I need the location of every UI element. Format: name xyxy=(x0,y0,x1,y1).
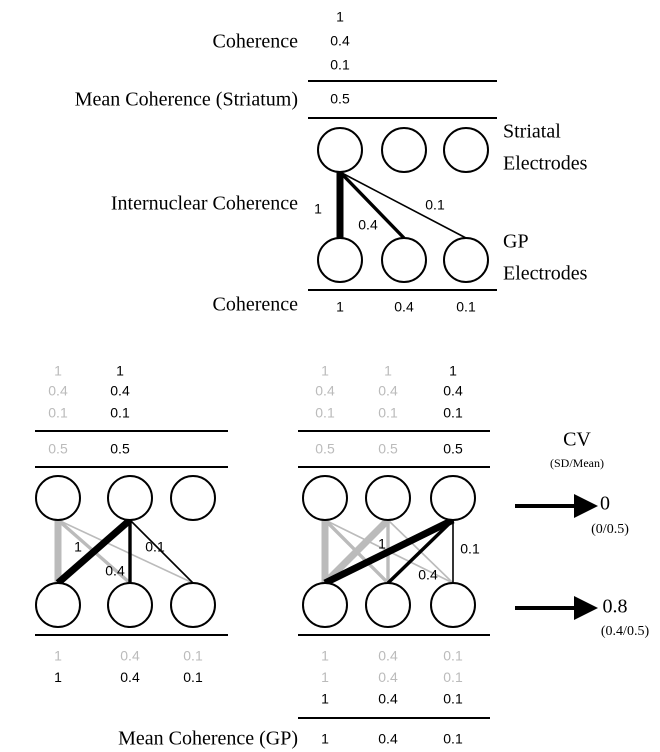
value: 0.4 xyxy=(358,217,378,233)
value: 0.4 xyxy=(120,648,140,664)
value: 0.4 xyxy=(110,383,130,399)
electrode xyxy=(365,582,411,628)
electrode xyxy=(443,127,489,173)
value: 0.1 xyxy=(330,57,350,73)
coherence-edge xyxy=(323,516,455,587)
value: 1 xyxy=(314,201,322,217)
value: 0.4 xyxy=(120,669,140,685)
label: Internuclear Coherence xyxy=(111,193,298,215)
coherence-edge xyxy=(339,171,467,239)
value: 0.1 xyxy=(315,405,335,421)
value: 1 xyxy=(54,669,62,685)
cv-value: 0.8 xyxy=(603,596,628,618)
value: 1 xyxy=(321,691,329,707)
value: 0.1 xyxy=(443,405,463,421)
value: 1 xyxy=(336,299,344,315)
value: 0.5 xyxy=(110,441,130,457)
electrode xyxy=(430,475,476,521)
value: 0.5 xyxy=(330,91,350,107)
cv-formula: (0.4/0.5) xyxy=(601,624,650,639)
value: 0.1 xyxy=(425,197,445,213)
value: 0.4 xyxy=(394,299,414,315)
value: 0.4 xyxy=(418,567,438,583)
electrode xyxy=(381,237,427,283)
value: 0.1 xyxy=(110,405,130,421)
value: 0.4 xyxy=(378,383,398,399)
value: 0.1 xyxy=(443,669,463,685)
value: 0.4 xyxy=(378,731,398,747)
value: 0.4 xyxy=(330,33,350,49)
electrode xyxy=(170,475,216,521)
label: Electrodes xyxy=(503,153,588,175)
value: 1 xyxy=(116,363,124,379)
value: 0.5 xyxy=(315,441,335,457)
electrode xyxy=(430,582,476,628)
value: 0.1 xyxy=(48,405,68,421)
cv-subtitle: (SD/Mean) xyxy=(550,456,604,470)
value: 0.4 xyxy=(105,563,125,579)
value: 1 xyxy=(54,648,62,664)
label: Striatal xyxy=(503,121,561,143)
value: 0.5 xyxy=(48,441,68,457)
value: 1 xyxy=(378,536,386,552)
value: 0.4 xyxy=(315,383,335,399)
value: 0.1 xyxy=(443,648,463,664)
value: 1 xyxy=(321,648,329,664)
electrode xyxy=(317,127,363,173)
cv-title: CV xyxy=(563,429,591,451)
cv-value: 0 xyxy=(600,493,610,515)
coherence-edge xyxy=(55,517,133,586)
value: 0.4 xyxy=(443,383,463,399)
electrode xyxy=(317,237,363,283)
value: 0.1 xyxy=(378,405,398,421)
electrode xyxy=(443,237,489,283)
value: 0.4 xyxy=(48,383,68,399)
electrode xyxy=(381,127,427,173)
electrode xyxy=(170,582,216,628)
value: 1 xyxy=(336,9,344,25)
value: 1 xyxy=(321,669,329,685)
label: Coherence xyxy=(212,31,298,53)
electrode xyxy=(365,475,411,521)
electrode xyxy=(107,582,153,628)
value: 0.4 xyxy=(378,691,398,707)
value: 0.1 xyxy=(460,541,480,557)
value: 0.4 xyxy=(378,669,398,685)
electrode xyxy=(302,582,348,628)
electrode xyxy=(107,475,153,521)
electrode xyxy=(35,582,81,628)
value: 0.5 xyxy=(443,441,463,457)
label: Mean Coherence (Striatum) xyxy=(75,89,298,111)
value: 0.1 xyxy=(183,669,203,685)
electrode xyxy=(302,475,348,521)
label: Coherence xyxy=(212,294,298,316)
coherence-edge xyxy=(129,519,194,584)
value: 1 xyxy=(449,363,457,379)
value: 0.1 xyxy=(183,648,203,664)
value: 0.1 xyxy=(145,539,165,555)
value: 0.4 xyxy=(378,648,398,664)
label: GP xyxy=(503,231,529,253)
value: 1 xyxy=(74,539,82,555)
electrode xyxy=(35,475,81,521)
label: Mean Coherence (GP) xyxy=(118,728,298,750)
value: 1 xyxy=(321,363,329,379)
coherence-edge xyxy=(386,518,455,585)
cv-formula: (0/0.5) xyxy=(591,522,629,537)
coherence-edge xyxy=(322,517,391,586)
coherence-edge xyxy=(338,170,406,240)
value: 1 xyxy=(384,363,392,379)
value: 1 xyxy=(54,363,62,379)
value: 0.1 xyxy=(456,299,476,315)
label: Electrodes xyxy=(503,263,588,285)
value: 0.5 xyxy=(378,441,398,457)
value: 0.1 xyxy=(443,691,463,707)
coherence-edge xyxy=(57,519,194,584)
value: 0.1 xyxy=(443,731,463,747)
value: 1 xyxy=(321,731,329,747)
